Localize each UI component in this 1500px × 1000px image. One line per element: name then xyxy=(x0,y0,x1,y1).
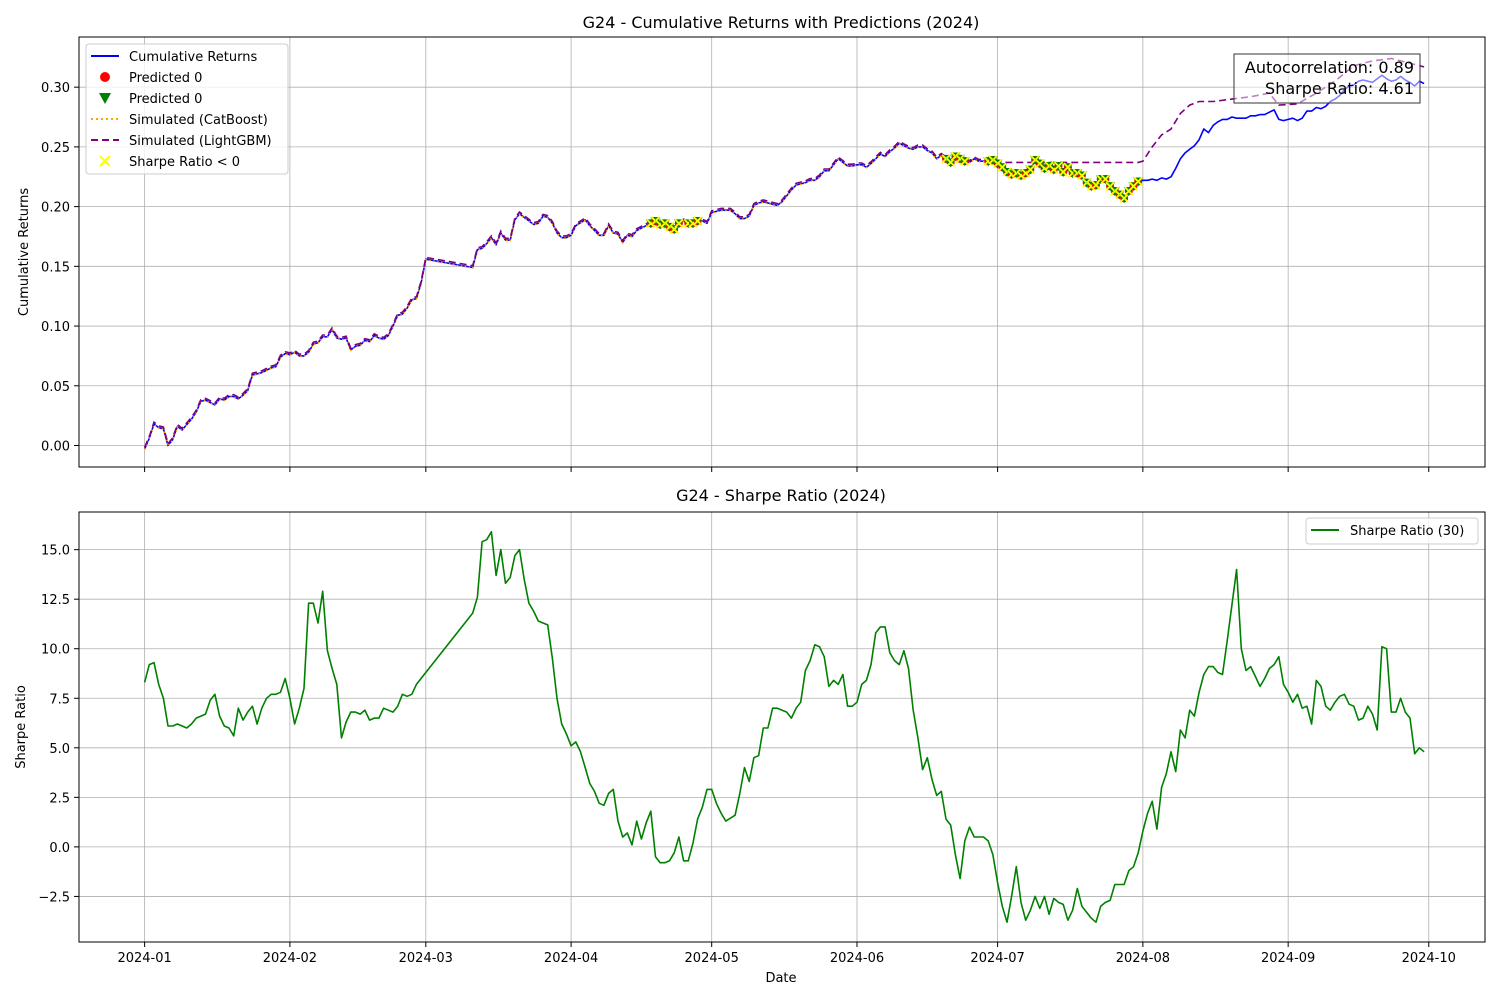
y-ticks-sharpe: −2.5 0.0 2.5 5.0 7.5 10.0 12.5 15.0 xyxy=(38,544,79,905)
marker-sharpe-negative xyxy=(960,156,970,166)
y-tick-label: 0.00 xyxy=(41,440,70,455)
plot-frame-sharpe xyxy=(78,511,1486,943)
x-tick-label: 2024-08 xyxy=(1116,951,1170,966)
marker-sharpe-negative xyxy=(1119,193,1129,203)
legend-box-returns xyxy=(85,43,289,175)
legend-box-sharpe xyxy=(1305,517,1479,545)
marker-sharpe-negative xyxy=(1100,174,1111,184)
prediction-markers xyxy=(645,151,1144,235)
marker-sharpe-negative xyxy=(674,218,684,228)
legend-returns: Cumulative Returns Predicted 0 Predicted… xyxy=(85,43,289,175)
legend-marker-yellow-x xyxy=(99,155,111,167)
stats-annotation-box xyxy=(1233,53,1421,104)
autocorrelation-label: Autocorrelation: 0.89 xyxy=(1245,58,1414,77)
x-tick-label: 2024-01 xyxy=(117,951,171,966)
x-axis-label-date: Date xyxy=(765,971,796,986)
x-ticks-sharpe: 2024-01 2024-02 2024-03 2024-04 2024-05 2024-… xyxy=(117,942,1456,966)
plot-frame-returns xyxy=(78,36,1486,468)
x-tick-label: 2024-10 xyxy=(1402,951,1456,966)
marker-sharpe-negative xyxy=(1025,164,1036,175)
x-tick-label: 2024-09 xyxy=(1261,951,1315,966)
legend-marker-green-triangle xyxy=(99,93,111,104)
y-tick-label: −2.5 xyxy=(38,890,70,905)
x-tick-label: 2024-04 xyxy=(544,951,598,966)
y-tick-label: 0.20 xyxy=(41,201,70,216)
x-tick-label: 2024-07 xyxy=(970,951,1024,966)
x-tick-label: 2024-05 xyxy=(685,951,739,966)
x-tick-label: 2024-03 xyxy=(399,951,453,966)
x-tick-label: 2024-06 xyxy=(830,951,884,966)
legend-label-predicted-red: Predicted 0 xyxy=(129,71,202,86)
y-axis-label-sharpe: Sharpe Ratio xyxy=(14,685,29,769)
y-tick-label: 15.0 xyxy=(41,544,70,559)
legend-label-lightgbm: Simulated (LightGBM) xyxy=(129,134,272,149)
y-tick-label: 0.25 xyxy=(41,141,70,156)
y-ticks-returns: 0.00 0.05 0.10 0.15 0.20 0.25 0.30 xyxy=(41,81,79,455)
legend-label-catboost: Simulated (CatBoost) xyxy=(129,113,268,128)
legend-marker-red-circle xyxy=(100,72,110,82)
legend-label-sharpe: Sharpe Ratio (30) xyxy=(1350,524,1464,539)
y-tick-label: 0.0 xyxy=(49,841,70,856)
y-axis-label-returns: Cumulative Returns xyxy=(17,188,32,316)
chart-title-sharpe: G24 - Sharpe Ratio (2024) xyxy=(676,486,886,505)
series-line-sharpe-ratio xyxy=(143,531,1425,923)
x-ticks-returns xyxy=(144,467,1430,472)
y-tick-label: 10.0 xyxy=(41,643,70,658)
marker-sharpe-negative xyxy=(693,216,703,226)
y-tick-label: 0.05 xyxy=(41,380,70,395)
y-tick-label: 2.5 xyxy=(49,791,70,806)
x-tick-label: 2024-02 xyxy=(263,951,317,966)
legend-sharpe: Sharpe Ratio (30) xyxy=(1305,517,1479,545)
legend-label-predicted-green: Predicted 0 xyxy=(129,92,202,107)
sharpe-ratio-label: Sharpe Ratio: 4.61 xyxy=(1265,79,1414,98)
series-line-catboost xyxy=(143,142,1139,450)
y-tick-label: 0.10 xyxy=(41,320,70,335)
chart-title-returns: G24 - Cumulative Returns with Prediction… xyxy=(583,13,980,32)
stats-annotation: Autocorrelation: 0.89 Sharpe Ratio: 4.61 xyxy=(1233,53,1421,104)
legend-label-cumulative: Cumulative Returns xyxy=(129,50,257,65)
y-tick-label: 7.5 xyxy=(49,692,70,707)
marker-sharpe-negative xyxy=(1133,176,1143,187)
series-sharpe xyxy=(143,531,1425,923)
y-tick-label: 0.30 xyxy=(41,81,70,96)
gridlines-sharpe xyxy=(79,512,1485,942)
gridlines-returns xyxy=(79,37,1485,467)
y-tick-label: 5.0 xyxy=(49,742,70,757)
legend-label-sharpe-negative: Sharpe Ratio < 0 xyxy=(129,155,240,170)
y-tick-label: 12.5 xyxy=(41,593,70,608)
marker-sharpe-negative xyxy=(1077,170,1087,181)
y-tick-label: 0.15 xyxy=(41,260,70,275)
